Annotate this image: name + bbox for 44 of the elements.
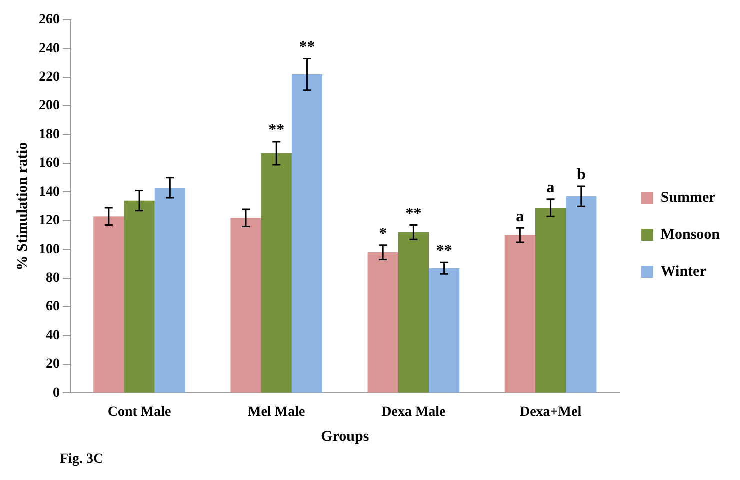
x-tick-label: Cont Male bbox=[108, 405, 172, 420]
bar bbox=[230, 218, 262, 393]
y-tick-label: 140 bbox=[39, 184, 60, 200]
y-tick-label: 160 bbox=[39, 156, 60, 172]
y-tick-label: 0 bbox=[53, 386, 60, 401]
bar bbox=[261, 153, 292, 393]
bar bbox=[368, 252, 398, 393]
y-tick-label: 200 bbox=[39, 98, 60, 114]
y-tick-label: 40 bbox=[46, 328, 60, 344]
y-tick-label: 260 bbox=[39, 12, 60, 28]
legend-label: Monsoon bbox=[660, 226, 721, 243]
bar bbox=[124, 200, 155, 393]
bar bbox=[154, 188, 186, 393]
data-label: b bbox=[576, 166, 586, 184]
bar bbox=[429, 268, 460, 393]
data-label: ** bbox=[406, 205, 422, 222]
y-tick-label: 220 bbox=[39, 70, 60, 86]
x-tick-label: Dexa Male bbox=[382, 405, 446, 420]
y-tick-label: 180 bbox=[39, 127, 60, 142]
x-tick-label: Mel Male bbox=[248, 405, 306, 420]
y-tick-label: 80 bbox=[46, 270, 60, 286]
bar bbox=[535, 208, 566, 393]
data-label: ** bbox=[268, 122, 285, 140]
legend-label: Summer bbox=[660, 190, 716, 206]
y-tick-label: 20 bbox=[46, 357, 60, 372]
data-label: a bbox=[516, 208, 524, 226]
y-tick-label: 120 bbox=[39, 214, 60, 229]
data-label: ** bbox=[436, 242, 452, 260]
y-tick-label: 60 bbox=[46, 300, 60, 315]
bar bbox=[398, 232, 430, 393]
x-axis-title: Groups bbox=[321, 428, 370, 445]
bar bbox=[566, 196, 597, 393]
bar bbox=[504, 235, 536, 393]
y-tick-label: 240 bbox=[39, 41, 60, 56]
y-tick-label: 100 bbox=[39, 242, 60, 258]
y-axis-title: % Stimulation ratio bbox=[14, 142, 31, 271]
x-tick-label: Dexa+Mel bbox=[520, 405, 582, 420]
caption: Fig. 3C bbox=[60, 452, 104, 468]
legend-label: Winter bbox=[660, 264, 707, 280]
data-label: ** bbox=[299, 38, 316, 56]
bar bbox=[94, 216, 124, 393]
data-label: a bbox=[546, 180, 555, 197]
data-label: * bbox=[379, 225, 388, 242]
bar bbox=[292, 74, 323, 393]
